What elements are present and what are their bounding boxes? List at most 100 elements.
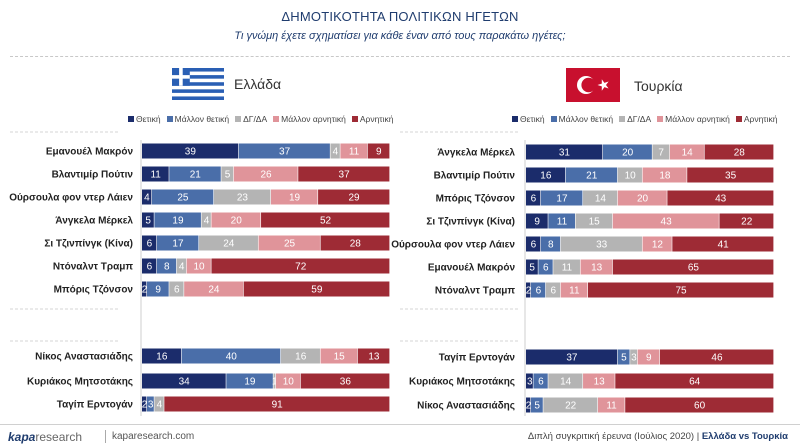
bar-value-label: 11 [569, 286, 580, 297]
legend-swatch [512, 116, 518, 122]
bar-value-label: 75 [675, 286, 687, 297]
bar-value-label: 13 [368, 352, 380, 363]
bar-value-label: 6 [147, 239, 153, 250]
bar-value-label: 6 [174, 285, 180, 296]
bar-segment [625, 397, 774, 413]
bar-segment [142, 258, 157, 274]
bar-value-label: 19 [244, 377, 256, 388]
bar-value-label: 41 [718, 240, 730, 251]
bar-value-label: 9 [646, 353, 652, 364]
bar-segment [169, 166, 221, 182]
bar-segment [156, 235, 199, 251]
legend-label: Θετική [520, 114, 545, 124]
bar-value-label: 6 [147, 262, 153, 273]
bar-segment [652, 144, 670, 160]
bar-segment [533, 373, 548, 389]
bar-segment [704, 144, 774, 160]
legend-item: ΔΓ/ΔΑ [235, 114, 267, 124]
bar-value-label: 14 [560, 377, 572, 388]
bar-segment [548, 213, 575, 229]
bar-segment [545, 282, 561, 298]
bar-value-label: 43 [661, 217, 673, 228]
bar-segment [142, 281, 147, 297]
legend-item: Θετική [512, 114, 545, 124]
bar-segment [672, 236, 774, 252]
bar-segment [184, 281, 244, 297]
legend-item: Αρνητική [735, 114, 778, 124]
category-label: Κυριάκος Μητσοτάκης [409, 377, 515, 388]
legend-label: Αρνητική [359, 114, 394, 124]
bar-segment [261, 212, 390, 228]
bar-value-label: 24 [223, 239, 235, 250]
bar-segment [300, 373, 390, 389]
bar-segment [330, 143, 340, 159]
bar-segment [199, 235, 258, 251]
legend-item: Μάλλον θετική [166, 114, 229, 124]
chart-subtitle: Τι γνώμη έχετε σχηματίσει για κάθε έναν … [234, 30, 566, 42]
legend-swatch [550, 116, 557, 122]
bar-segment [151, 189, 214, 205]
category-label: Βλαντιμίρ Πούτιν [52, 170, 134, 181]
bar-value-label: 64 [689, 377, 701, 388]
bar-segment [580, 259, 613, 275]
bar-value-label: 35 [725, 171, 737, 182]
bar-segment [553, 259, 580, 275]
category-label: Ούρσουλα φον ντερ Λάιεν [9, 193, 133, 204]
bar-value-label: 11 [349, 147, 360, 158]
legend-swatch [735, 116, 742, 122]
bar-value-label: 16 [540, 171, 552, 182]
bar-value-label: 11 [150, 170, 161, 181]
bar-segment [526, 236, 541, 252]
bar-segment [526, 190, 541, 206]
category-label: Εμανουέλ Μακρόν [46, 147, 134, 158]
legend-greece: Θετική Μάλλον θετική ΔΓ/ΔΑ Μάλλον αρνητική Α… [128, 114, 400, 124]
bar-segment [340, 143, 368, 159]
bar-value-label: 2 [142, 285, 148, 296]
bar-segment [560, 282, 588, 298]
bar-value-label: 8 [548, 240, 554, 251]
category-label: Σι Τζινπίνγκ (Κίνα) [426, 217, 515, 228]
bar-value-label: 11 [562, 263, 573, 274]
bar-value-label: 6 [550, 286, 556, 297]
legend-swatch [128, 116, 134, 122]
bar-segment [320, 348, 358, 364]
bar-value-label: 19 [172, 216, 184, 227]
bar-value-label: 7 [658, 148, 664, 159]
bar-value-label: 20 [622, 148, 634, 159]
greece-flag-icon [172, 68, 224, 100]
bar-value-label: 4 [333, 147, 339, 158]
footer-site: kaparesearch.com [112, 431, 195, 442]
legend-item: ΔΓ/ΔΑ [619, 114, 651, 124]
legend-label: Μάλλον θετική [558, 114, 614, 124]
bar-segment [642, 236, 672, 252]
bar-value-label: 34 [179, 377, 191, 388]
bar-value-label: 46 [711, 353, 723, 364]
category-label: Νίκος Αναστασιάδης [417, 401, 515, 412]
bar-segment [298, 166, 390, 182]
bar-segment [526, 282, 531, 298]
bar-segment [226, 373, 273, 389]
bar-value-label: 23 [237, 193, 249, 204]
bar-segment [575, 213, 613, 229]
bar-segment [211, 258, 390, 274]
bar-value-label: 10 [193, 262, 205, 273]
bar-value-label: 14 [595, 194, 607, 205]
category-label: Ούρσουλα φον ντερ Λάιεν [391, 240, 515, 251]
bar-segment [273, 373, 276, 389]
bar-value-label: 18 [659, 171, 671, 182]
chart-title: ΔΗΜΟΤΙΚΟΤΗΤΑ ΠΟΛΙΤΙΚΩΝ ΗΓΕΤΩΝ [281, 9, 519, 24]
bar-segment [612, 213, 719, 229]
bar-segment [583, 373, 615, 389]
bar-segment [669, 144, 704, 160]
bar-value-label: 65 [688, 263, 700, 274]
bar-value-label: 40 [226, 352, 238, 363]
bar-value-label: 13 [594, 377, 606, 388]
bar-value-label: 15 [334, 352, 346, 363]
bar-value-label: 2 [526, 401, 532, 412]
bar-segment [526, 373, 533, 389]
bar-segment [270, 189, 318, 205]
bar-value-label: 72 [295, 262, 307, 273]
bar-value-label: 16 [295, 352, 307, 363]
bar-segment [526, 167, 566, 183]
bar-segment [659, 349, 774, 365]
